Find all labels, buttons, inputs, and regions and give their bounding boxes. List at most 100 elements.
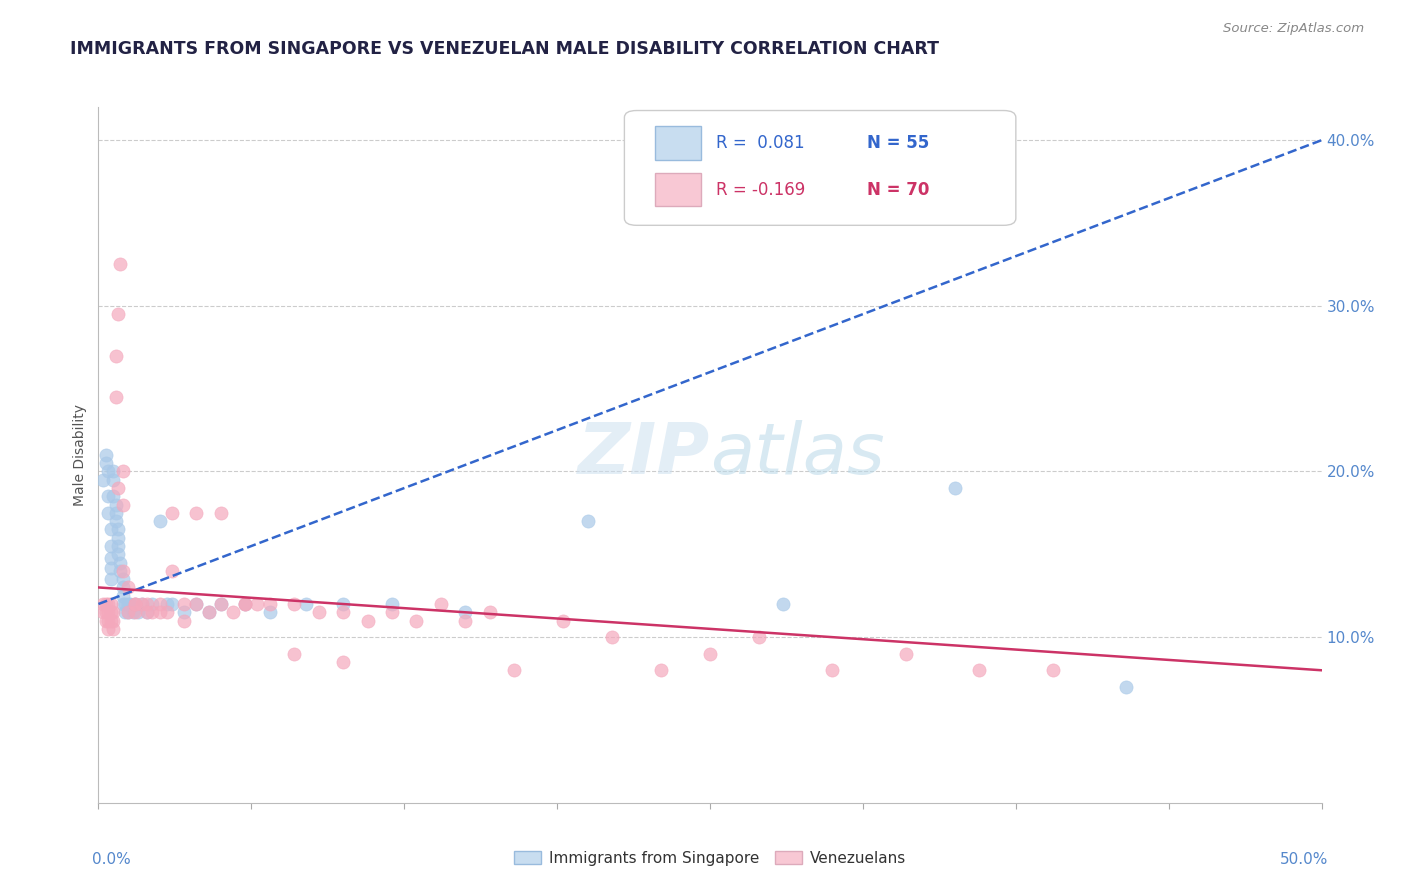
Point	[699, 647, 721, 661]
Point	[553, 614, 575, 628]
Point	[650, 663, 672, 677]
Point	[101, 473, 124, 487]
Point	[197, 605, 219, 619]
Point	[136, 605, 159, 619]
Point	[97, 506, 120, 520]
Point	[259, 605, 281, 619]
Point	[332, 597, 354, 611]
Point	[101, 465, 124, 479]
Point	[100, 605, 122, 619]
Text: ZIP: ZIP	[578, 420, 710, 490]
Point	[111, 572, 134, 586]
Point	[160, 506, 183, 520]
Point	[381, 597, 404, 611]
Point	[124, 597, 146, 611]
Point	[131, 597, 153, 611]
FancyBboxPatch shape	[624, 111, 1015, 226]
Point	[209, 506, 232, 520]
Point	[111, 581, 134, 595]
Point	[283, 597, 305, 611]
Point	[197, 605, 219, 619]
Point	[111, 465, 134, 479]
Point	[173, 597, 195, 611]
Point	[576, 514, 599, 528]
Text: Source: ZipAtlas.com: Source: ZipAtlas.com	[1223, 22, 1364, 36]
Point	[127, 605, 149, 619]
Point	[114, 605, 136, 619]
Point	[503, 663, 526, 677]
Point	[124, 597, 146, 611]
Point	[114, 597, 136, 611]
Point	[111, 564, 134, 578]
Point	[94, 605, 117, 619]
Point	[100, 597, 122, 611]
Point	[97, 489, 120, 503]
Point	[246, 597, 269, 611]
Point	[259, 597, 281, 611]
Point	[233, 597, 256, 611]
Text: 50.0%: 50.0%	[1279, 852, 1327, 866]
Point	[1115, 680, 1137, 694]
Point	[332, 605, 354, 619]
Point	[233, 597, 256, 611]
Point	[117, 581, 139, 595]
Point	[94, 614, 117, 628]
Point	[156, 605, 179, 619]
Text: N = 55: N = 55	[866, 134, 929, 153]
Point	[100, 614, 122, 628]
Point	[141, 605, 163, 619]
Point	[136, 605, 159, 619]
Point	[295, 597, 318, 611]
Point	[149, 597, 172, 611]
Point	[149, 605, 172, 619]
Point	[101, 622, 124, 636]
Point	[100, 523, 122, 537]
Point	[772, 597, 794, 611]
Point	[107, 523, 129, 537]
Point	[943, 481, 966, 495]
Point	[117, 597, 139, 611]
Point	[97, 614, 120, 628]
Text: R = -0.169: R = -0.169	[716, 180, 806, 199]
Point	[141, 597, 163, 611]
Point	[160, 564, 183, 578]
Point	[209, 597, 232, 611]
Point	[124, 597, 146, 611]
Point	[100, 539, 122, 553]
Point	[111, 498, 134, 512]
Point	[120, 597, 142, 611]
Point	[160, 597, 183, 611]
Point	[131, 597, 153, 611]
Text: 0.0%: 0.0%	[93, 852, 131, 866]
Point	[111, 597, 134, 611]
Point	[173, 605, 195, 619]
Point	[283, 647, 305, 661]
Point	[478, 605, 501, 619]
Point	[107, 307, 129, 321]
Point	[100, 572, 122, 586]
Point	[91, 605, 114, 619]
Point	[107, 531, 129, 545]
Point	[136, 597, 159, 611]
Point	[332, 655, 354, 669]
Point	[97, 597, 120, 611]
Point	[308, 605, 330, 619]
Point	[107, 481, 129, 495]
Point	[104, 349, 127, 363]
Point	[156, 597, 179, 611]
Point	[186, 597, 208, 611]
Point	[107, 539, 129, 553]
Point	[110, 257, 132, 271]
Point	[104, 506, 127, 520]
Point	[356, 614, 378, 628]
Point	[100, 560, 122, 574]
Point	[104, 390, 127, 404]
Point	[405, 614, 427, 628]
Point	[894, 647, 917, 661]
Point	[233, 597, 256, 611]
Point	[117, 605, 139, 619]
Legend: Immigrants from Singapore, Venezuelans: Immigrants from Singapore, Venezuelans	[508, 845, 912, 871]
Point	[209, 597, 232, 611]
Point	[454, 614, 477, 628]
Point	[91, 597, 114, 611]
